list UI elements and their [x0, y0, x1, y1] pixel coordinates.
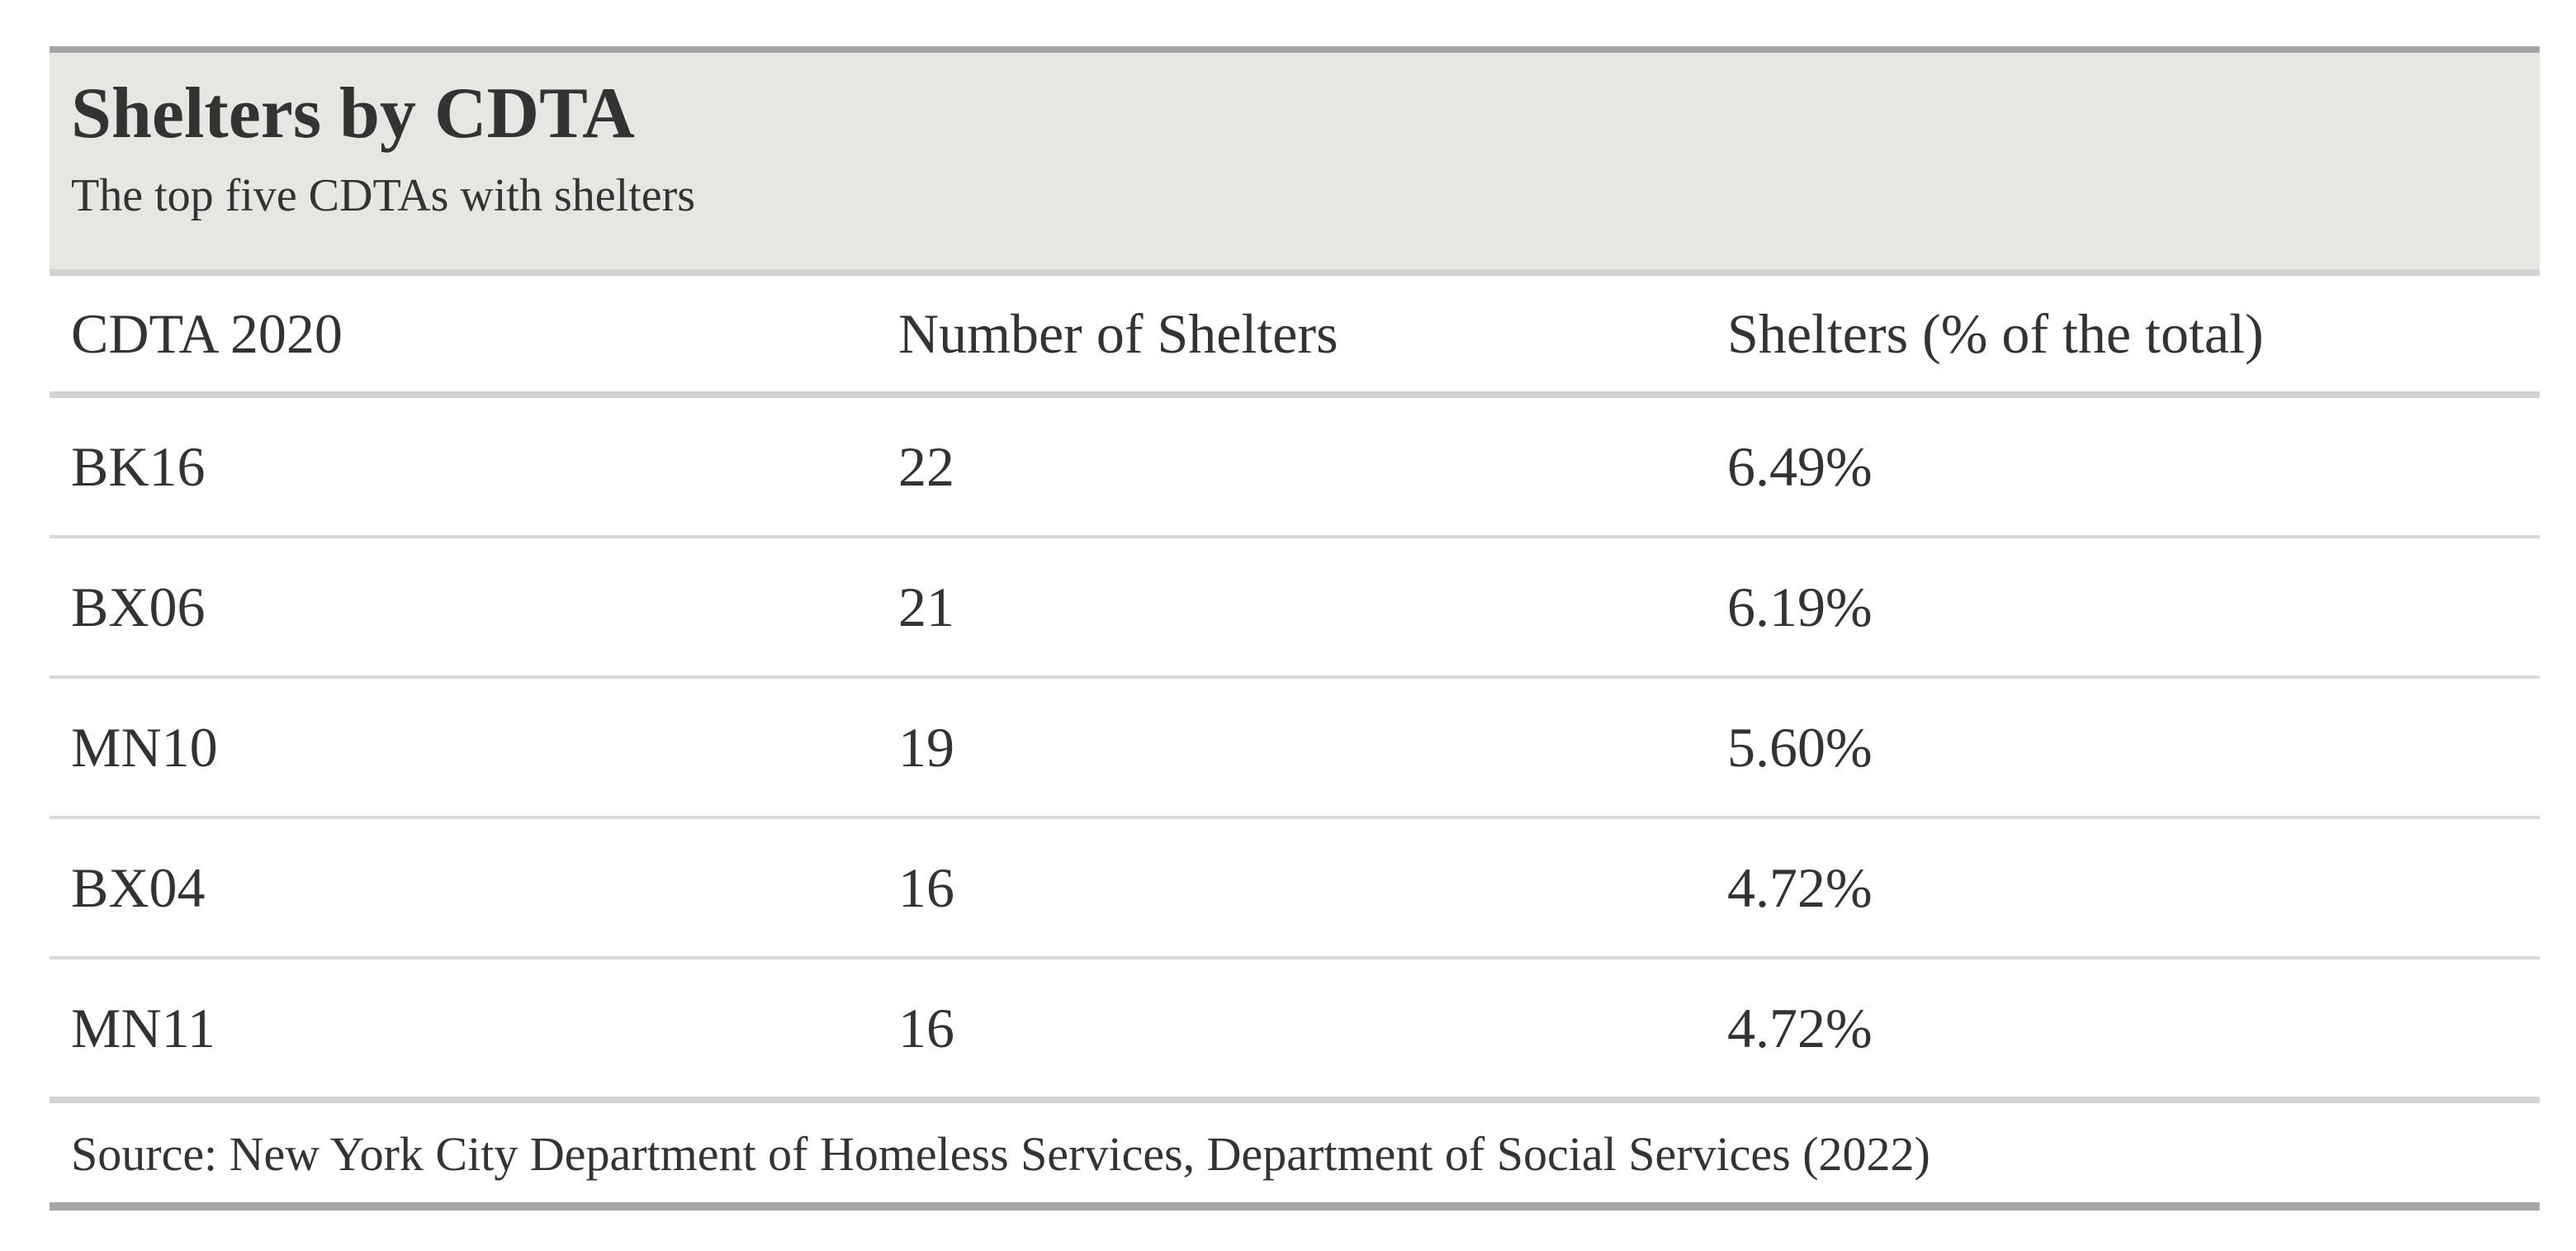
cell-shelters-percent: 4.72% [1706, 817, 2540, 960]
data-table: CDTA 2020 Number of Shelters Shelters (%… [50, 276, 2540, 1103]
cell-shelters-percent: 6.49% [1706, 395, 2540, 538]
cell-number-of-shelters: 16 [877, 817, 1706, 960]
table-subtitle: The top five CDTAs with shelters [71, 170, 696, 221]
cell-number-of-shelters: 21 [877, 537, 1706, 679]
table-row: BX06 21 6.19% [50, 537, 2540, 679]
cell-cdta: MN11 [50, 958, 877, 1103]
cell-number-of-shelters: 19 [877, 677, 1706, 819]
cell-number-of-shelters: 16 [877, 958, 1706, 1103]
cell-cdta: BK16 [50, 395, 877, 538]
table-title: Shelters by CDTA [71, 73, 635, 154]
cell-cdta: BX04 [50, 817, 877, 960]
cell-shelters-percent: 5.60% [1706, 677, 2540, 819]
source-note: Source: New York City Department of Home… [71, 1127, 1930, 1181]
cell-cdta: MN10 [50, 677, 877, 819]
cell-shelters-percent: 6.19% [1706, 537, 2540, 679]
bottom-rule [50, 1202, 2540, 1211]
top-rule [50, 46, 2540, 53]
cell-shelters-percent: 4.72% [1706, 958, 2540, 1103]
table-row: BX04 16 4.72% [50, 817, 2540, 960]
cell-number-of-shelters: 22 [877, 395, 1706, 538]
table-row: MN11 16 4.72% [50, 958, 2540, 1103]
table-row: MN10 19 5.60% [50, 677, 2540, 819]
column-header-number-of-shelters: Number of Shelters [877, 276, 1706, 398]
column-header-cdta: CDTA 2020 [50, 276, 877, 398]
cell-cdta: BX06 [50, 537, 877, 679]
column-header-row: CDTA 2020 Number of Shelters Shelters (%… [50, 276, 2540, 398]
table-row: BK16 22 6.49% [50, 395, 2540, 538]
column-header-shelters-percent: Shelters (% of the total) [1706, 276, 2540, 398]
shelters-table-widget: Shelters by CDTA The top five CDTAs with… [50, 46, 2540, 1211]
header-divider [50, 269, 2540, 276]
table-header-band: Shelters by CDTA The top five CDTAs with… [50, 53, 2540, 269]
